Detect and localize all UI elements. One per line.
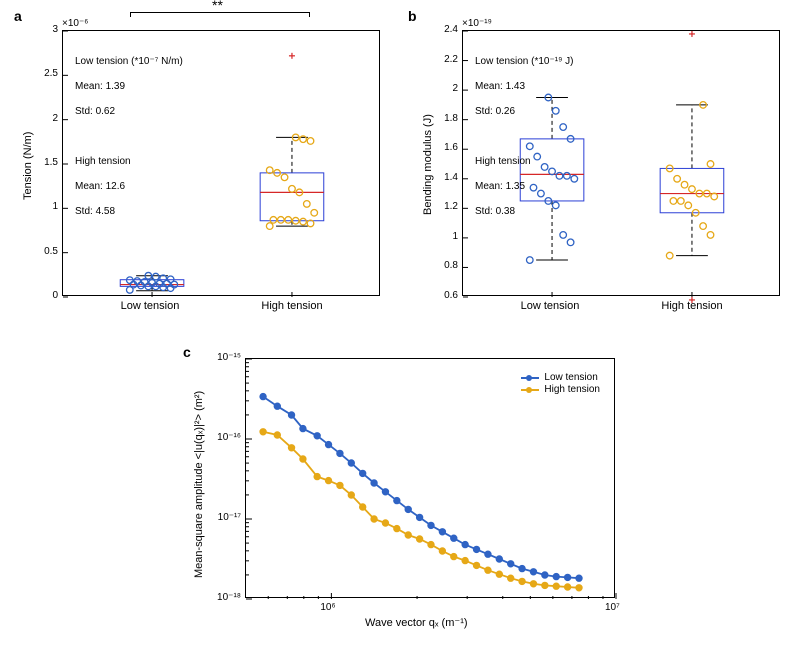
annot-line: Mean: 1.39 bbox=[75, 81, 125, 92]
panel-b-annot: Low tension (*10⁻¹⁹ J) Mean: 1.43 Std: 0… bbox=[475, 43, 574, 231]
panel-a-cat-high: High tension bbox=[261, 300, 322, 312]
annot-line: Std: 4.58 bbox=[75, 206, 115, 217]
panel-c: c Low tension High tension Mean-square a… bbox=[165, 340, 635, 640]
legend-item-low: Low tension bbox=[521, 372, 600, 383]
panel-b-ylabel: Bending modulus (J) bbox=[422, 114, 434, 215]
sig-bar-tick bbox=[309, 12, 310, 17]
annot-line: Mean: 12.6 bbox=[75, 181, 125, 192]
panel-b-cat-low: Low tension bbox=[521, 300, 580, 312]
annot-line: Std: 0.26 bbox=[475, 106, 515, 117]
panel-b-plot-area: Low tension (*10⁻¹⁹ J) Mean: 1.43 Std: 0… bbox=[462, 30, 780, 296]
annot-line: Mean: 1.43 bbox=[475, 81, 525, 92]
panel-a-label: a bbox=[14, 8, 22, 24]
panel-a-annot: Low tension (*10⁻⁷ N/m) Mean: 1.39 Std: … bbox=[75, 43, 183, 231]
panel-c-ylabel: Mean-square amplitude <|u(qₓ)|²> (m²) bbox=[193, 391, 205, 578]
figure-root: a ×10⁻⁶ Low tension (*10⁻⁷ N/m) Mean: 1.… bbox=[0, 0, 800, 647]
panel-c-label: c bbox=[183, 344, 191, 360]
panel-b: b ×10⁻¹⁹ Low tension (*10⁻¹⁹ J) Mean: 1.… bbox=[400, 0, 800, 330]
annot-line: Low tension (*10⁻¹⁹ J) bbox=[475, 56, 574, 67]
legend-swatch-low bbox=[521, 377, 539, 379]
annot-line: Std: 0.38 bbox=[475, 206, 515, 217]
annot-line: Mean: 1.35 bbox=[475, 181, 525, 192]
panel-a-yexp: ×10⁻⁶ bbox=[62, 18, 88, 29]
annot-line: High tension bbox=[75, 156, 131, 167]
legend-label-low: Low tension bbox=[544, 372, 597, 383]
panel-a: a ×10⁻⁶ Low tension (*10⁻⁷ N/m) Mean: 1.… bbox=[0, 0, 400, 330]
panel-a-ylabel: Tension (N/m) bbox=[22, 132, 34, 200]
sig-stars: ** bbox=[212, 0, 223, 13]
panel-b-label: b bbox=[408, 8, 417, 24]
sig-bar-tick bbox=[130, 12, 131, 17]
legend-swatch-high bbox=[521, 389, 539, 391]
panel-c-legend: Low tension High tension bbox=[515, 367, 606, 400]
annot-line: High tension bbox=[475, 156, 531, 167]
panel-b-yexp: ×10⁻¹⁹ bbox=[462, 18, 492, 29]
legend-item-high: High tension bbox=[521, 384, 600, 395]
panel-c-plot-area: Low tension High tension bbox=[245, 358, 615, 598]
panel-b-cat-high: High tension bbox=[661, 300, 722, 312]
panel-a-plot-area: Low tension (*10⁻⁷ N/m) Mean: 1.39 Std: … bbox=[62, 30, 380, 296]
annot-line: Low tension (*10⁻⁷ N/m) bbox=[75, 56, 183, 67]
legend-label-high: High tension bbox=[544, 384, 600, 395]
panel-c-xlabel: Wave vector qₓ (m⁻¹) bbox=[365, 616, 468, 629]
panel-a-cat-low: Low tension bbox=[121, 300, 180, 312]
annot-line: Std: 0.62 bbox=[75, 106, 115, 117]
